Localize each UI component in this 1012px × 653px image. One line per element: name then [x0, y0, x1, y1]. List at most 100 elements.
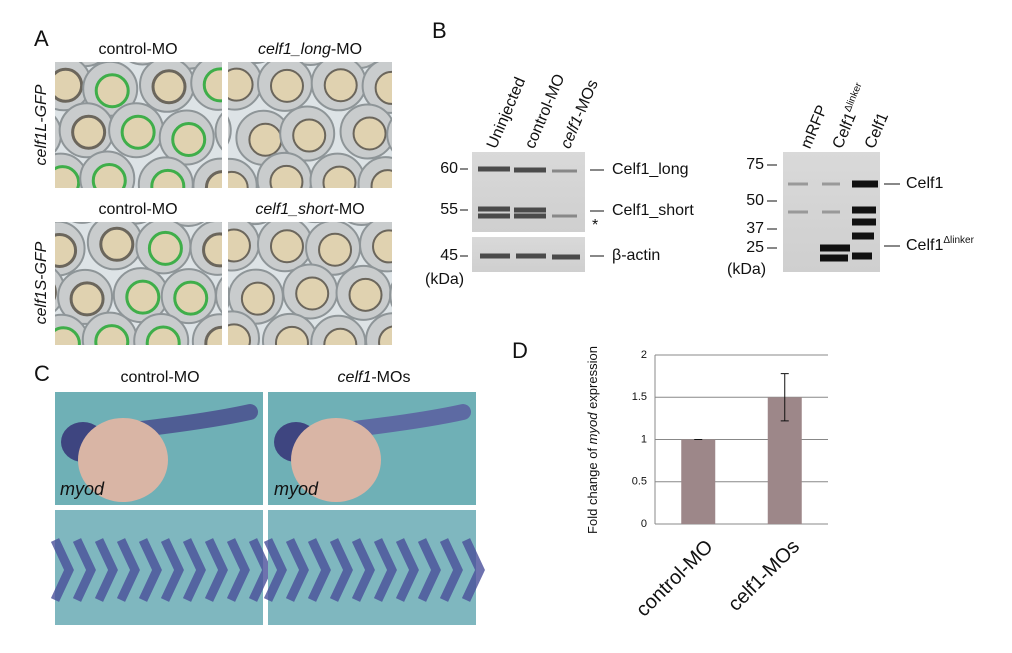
yolk [274, 325, 309, 345]
lane-label: Uninjected [484, 75, 529, 151]
band [478, 166, 580, 260]
egg [389, 282, 392, 308]
yolk [400, 120, 432, 152]
marker: 50 [746, 192, 764, 209]
title-em: celf1 [338, 369, 372, 386]
yolk [176, 28, 208, 60]
eggs [228, 169, 443, 345]
yolk [402, 23, 434, 55]
yolk [323, 68, 358, 103]
egg [72, 222, 92, 224]
yolk [204, 170, 222, 188]
yolk [193, 24, 225, 56]
marker: 75 [746, 156, 764, 173]
yolk [55, 326, 81, 345]
row-label: celf1L-GFP [33, 84, 50, 165]
lane-label: celf1-MOs [558, 77, 602, 151]
panel-label: C [34, 361, 50, 386]
lane-post: -MOs [571, 77, 602, 120]
yolk [291, 418, 381, 502]
egg [389, 169, 443, 223]
somite [285, 538, 309, 602]
somite [160, 538, 184, 602]
yolk [173, 280, 209, 316]
unit: (kDa) [425, 271, 464, 288]
marker: 45 [440, 247, 458, 264]
marker: 25 [746, 239, 764, 256]
lane-base: Celf1 [830, 110, 860, 151]
yolk [99, 226, 135, 262]
yolk [69, 281, 105, 317]
marker: 55 [440, 201, 458, 218]
band [552, 169, 577, 218]
eggs [0, 9, 259, 197]
yolk [21, 187, 53, 219]
egg [386, 117, 392, 152]
yolk [370, 169, 392, 188]
somite [439, 538, 463, 602]
egg [129, 62, 157, 66]
yolk [174, 185, 206, 217]
decoration [0, 9, 485, 625]
yolk [71, 114, 107, 150]
yolk [145, 325, 181, 345]
yolk [94, 324, 130, 345]
row-label: celf1S-GFP [33, 241, 50, 324]
x-tick-label: control-MO [632, 536, 717, 621]
lane-label: Celf1 [862, 110, 892, 151]
marker: 60 [440, 160, 458, 177]
bar [681, 439, 716, 524]
yolk [202, 232, 222, 268]
yolk [240, 281, 275, 316]
yolk [147, 230, 183, 266]
band [820, 180, 878, 262]
somite [461, 538, 485, 602]
title-em: celf1_long [258, 41, 331, 58]
somite [226, 538, 250, 602]
egg [5, 9, 59, 63]
egg [215, 276, 222, 314]
marker: 37 [746, 220, 764, 237]
yolk [55, 284, 57, 301]
somite [204, 538, 228, 602]
band-base: Celf1 [906, 237, 943, 254]
panel-label: D [512, 338, 528, 363]
x-tick-label: celf1-MOs [724, 536, 804, 616]
yolk [323, 327, 358, 345]
yolk [372, 229, 392, 264]
yolk [150, 168, 186, 188]
blot [472, 152, 585, 232]
image-title: control-MO [98, 41, 177, 58]
somite [351, 538, 375, 602]
somite [94, 538, 118, 602]
asterisk: * [592, 217, 598, 234]
yolk [94, 73, 130, 109]
somite [307, 538, 331, 602]
image-title: celf1-MOs [338, 369, 411, 386]
lane-sup: Δlinker [842, 80, 864, 113]
egg [307, 222, 323, 224]
yolk [269, 68, 304, 103]
band-label: Celf1 [906, 175, 943, 192]
eggs [21, 185, 222, 345]
band-label: Celf1Δlinker [906, 235, 975, 255]
eggs [180, 11, 434, 188]
egg [180, 11, 234, 65]
yolk [55, 67, 84, 103]
band-label: Celf1_short [612, 202, 694, 219]
yolk [248, 122, 283, 157]
yolk [0, 165, 30, 197]
yolk [55, 165, 81, 188]
title-em: celf1_short [255, 201, 334, 218]
somite [395, 538, 419, 602]
error-line [780, 373, 789, 422]
yolk [227, 25, 259, 57]
title-post: -MOs [371, 369, 410, 386]
yolk [171, 121, 207, 157]
yolk [202, 67, 222, 103]
egg [365, 312, 392, 345]
ylabel-em: myod [585, 412, 600, 445]
image-title: control-MO [98, 201, 177, 218]
title-post: -MO [334, 201, 365, 218]
